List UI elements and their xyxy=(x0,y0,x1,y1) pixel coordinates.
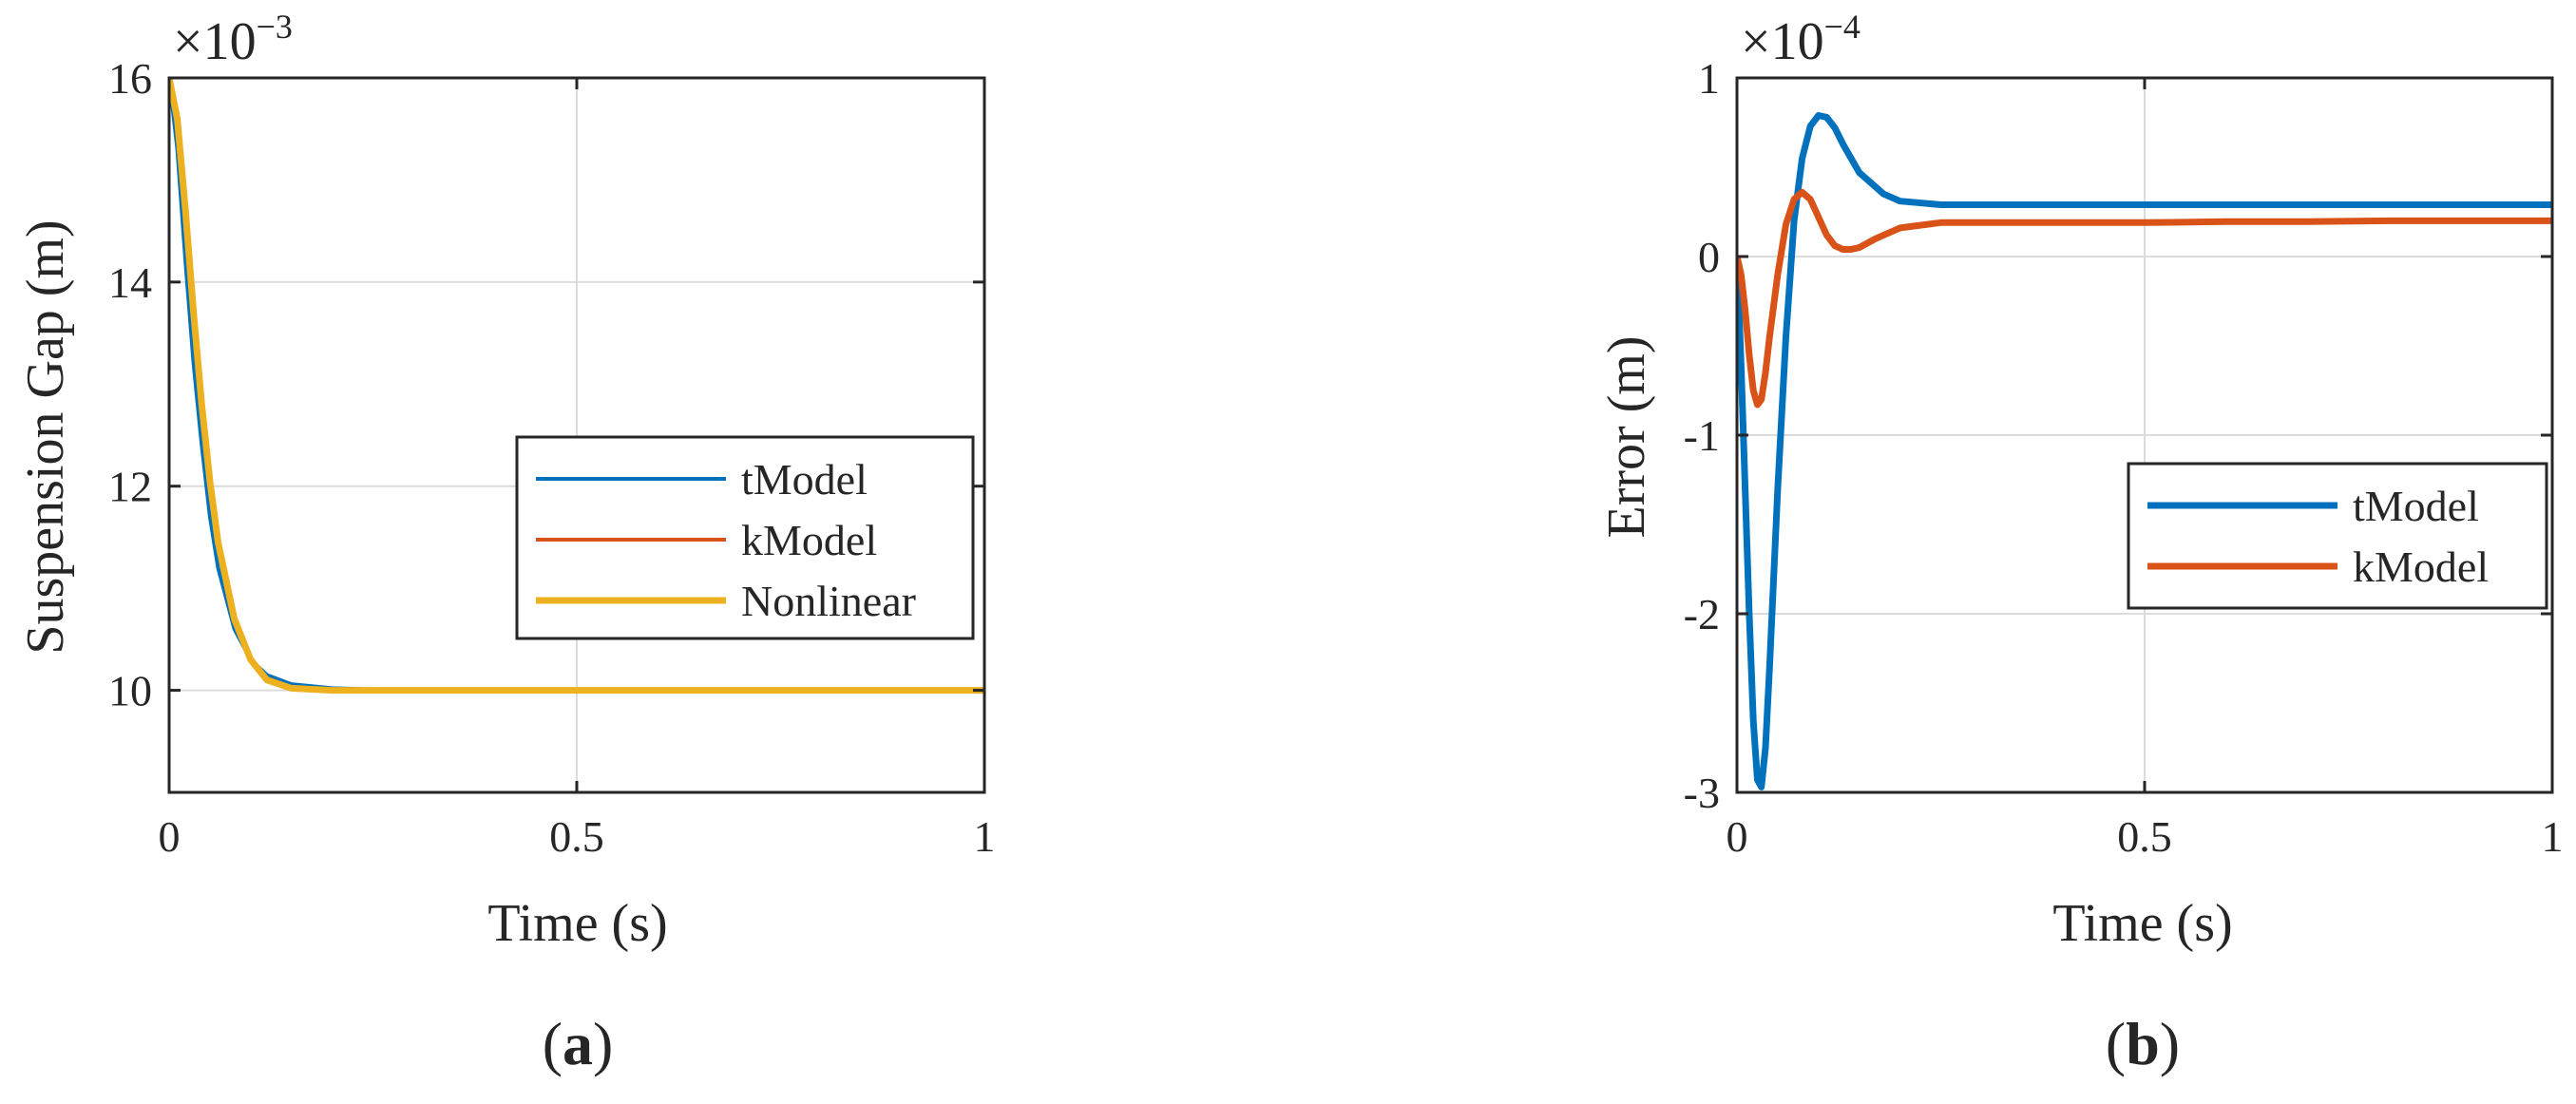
legend-box xyxy=(515,435,975,640)
x-axis-label: Time (s) xyxy=(487,894,667,953)
panel-caption: (b) xyxy=(2106,1010,2180,1077)
axes: 0 0.5 1 10 12 14 16 xyxy=(108,54,996,861)
panel-a-chart: 0 0.5 1 10 12 14 16 ×10−3 Suspension Gap (m) T… xyxy=(16,8,996,1077)
y-tick-label: 12 xyxy=(108,463,152,511)
y-tick-label: -2 xyxy=(1684,590,1720,638)
series-line-nonlinear xyxy=(169,78,984,695)
y-axis-label: Suspension Gap (m) xyxy=(16,219,75,654)
x-tick-label: 0.5 xyxy=(2117,812,2172,861)
exponent-base: ×10 xyxy=(173,12,257,71)
caption-paren: ( xyxy=(2106,1010,2126,1077)
exponent-base: ×10 xyxy=(1741,12,1824,71)
y-exponent-label: ×10−4 xyxy=(1741,8,1860,71)
legend-box xyxy=(2127,462,2548,610)
panel-caption: (a) xyxy=(543,1010,614,1077)
legend-label: tModel xyxy=(2353,482,2479,530)
y-tick-label: 14 xyxy=(108,258,152,307)
x-tick-label: 0 xyxy=(159,812,181,861)
x-tick-label: 1 xyxy=(974,812,996,861)
caption-paren: ) xyxy=(593,1010,613,1077)
x-axis-label: Time (s) xyxy=(2052,894,2232,953)
y-tick-label: 1 xyxy=(1698,54,1720,103)
x-tick-label: 0.5 xyxy=(549,812,604,861)
legend: tModel kModel Nonlinear xyxy=(515,435,975,640)
legend: tModel kModel xyxy=(2127,462,2548,610)
legend-label: Nonlinear xyxy=(741,577,916,625)
y-tick-label: 16 xyxy=(108,54,152,103)
y-tick-label: 10 xyxy=(108,667,152,715)
caption-letter: a xyxy=(563,1010,593,1077)
legend-label: kModel xyxy=(2353,542,2489,591)
panel-b-chart: 0 0.5 1 -3 -2 -1 0 1 ×10−4 Error (m) Time (s) (… xyxy=(1597,8,2564,1077)
legend-label: tModel xyxy=(741,455,868,504)
x-tick-label: 0 xyxy=(1727,812,1748,861)
y-tick-label: 0 xyxy=(1698,233,1720,281)
caption-letter: b xyxy=(2126,1010,2160,1077)
exponent-power: −3 xyxy=(257,8,293,46)
exponent-power: −4 xyxy=(1824,8,1860,46)
axes: 0 0.5 1 -3 -2 -1 0 1 xyxy=(1684,54,2564,861)
series-line-tmodel xyxy=(1737,112,2552,790)
caption-paren: ( xyxy=(543,1010,563,1077)
series-line-kmodel xyxy=(1737,188,2552,409)
x-tick-label: 1 xyxy=(2542,812,2564,861)
y-tick-label: -1 xyxy=(1684,411,1720,460)
y-tick-label: -3 xyxy=(1684,769,1720,817)
caption-paren: ) xyxy=(2160,1010,2180,1077)
y-axis-label: Error (m) xyxy=(1597,335,1656,538)
legend-label: kModel xyxy=(741,516,877,564)
y-exponent-label: ×10−3 xyxy=(173,8,293,71)
